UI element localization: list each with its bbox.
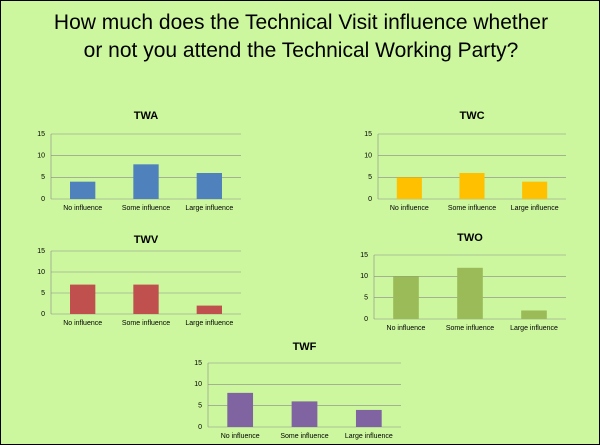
- bar: [355, 409, 382, 427]
- chart-title: TWO: [457, 232, 483, 244]
- bar: [70, 181, 96, 199]
- y-tick-label: 15: [194, 360, 202, 367]
- chart-title: TWA: [134, 110, 158, 122]
- y-tick-label: 15: [360, 252, 368, 259]
- bar: [70, 284, 96, 314]
- y-tick-label: 10: [194, 381, 202, 388]
- x-tick-label: No influence: [390, 205, 429, 212]
- x-tick-label: Some influence: [446, 325, 494, 332]
- x-tick-label: Large influence: [185, 205, 233, 212]
- bar: [196, 173, 222, 199]
- x-tick-label: No influence: [221, 433, 260, 440]
- y-tick-label: 10: [360, 273, 368, 280]
- y-tick-label: 0: [41, 311, 45, 318]
- y-tick-label: 0: [364, 316, 368, 323]
- y-tick-label: 5: [368, 174, 372, 181]
- chart-title: TWV: [134, 234, 159, 246]
- y-tick-label: 15: [37, 131, 45, 138]
- slide-title: How much does the Technical Visit influe…: [53, 11, 549, 62]
- x-tick-label: Some influence: [122, 320, 170, 327]
- y-tick-label: 10: [37, 269, 45, 276]
- bar: [521, 310, 547, 319]
- x-tick-label: No influence: [387, 325, 426, 332]
- bar: [133, 164, 159, 199]
- bar: [227, 392, 254, 427]
- x-tick-label: No influence: [63, 320, 102, 327]
- x-tick-label: Some influence: [280, 433, 328, 440]
- y-tick-label: 5: [198, 403, 202, 410]
- bar: [396, 177, 422, 199]
- x-tick-label: Large influence: [345, 433, 393, 440]
- x-tick-label: Some influence: [448, 205, 496, 212]
- x-tick-label: Some influence: [122, 205, 170, 212]
- x-tick-label: Large influence: [511, 205, 559, 212]
- y-tick-label: 15: [37, 248, 45, 255]
- y-tick-label: 0: [368, 196, 372, 203]
- y-tick-label: 15: [364, 131, 372, 138]
- x-tick-label: Large influence: [510, 325, 558, 332]
- bar: [522, 181, 548, 199]
- bar: [459, 173, 485, 199]
- bar: [133, 284, 159, 314]
- bar: [393, 276, 419, 319]
- chart-title: TWC: [459, 110, 484, 122]
- y-tick-label: 0: [198, 424, 202, 431]
- y-tick-label: 5: [41, 174, 45, 181]
- x-tick-label: No influence: [63, 205, 102, 212]
- y-tick-label: 5: [41, 290, 45, 297]
- y-tick-label: 5: [364, 295, 368, 302]
- bar: [196, 305, 222, 314]
- chart-title: TWF: [293, 341, 317, 353]
- y-tick-label: 10: [37, 153, 45, 160]
- bar: [457, 267, 483, 319]
- bar: [291, 401, 318, 427]
- x-tick-label: Large influence: [185, 320, 233, 327]
- y-tick-label: 0: [41, 196, 45, 203]
- y-tick-label: 10: [364, 153, 372, 160]
